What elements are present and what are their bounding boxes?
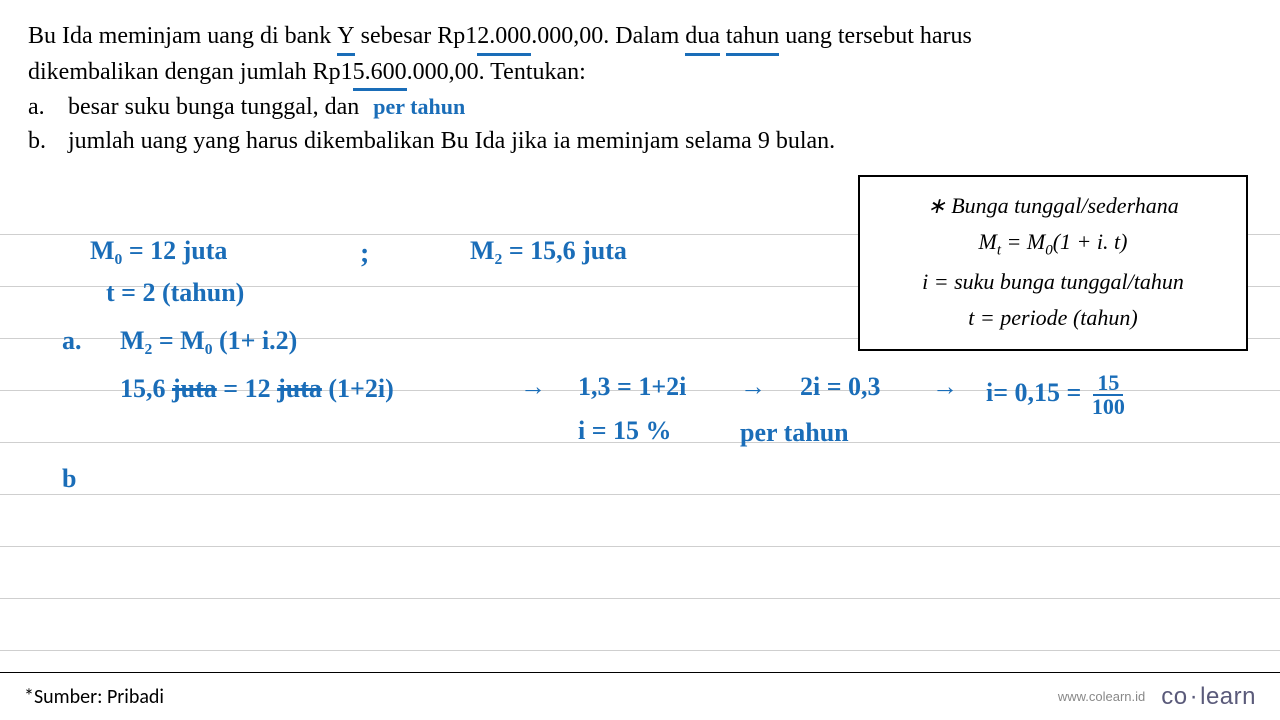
list-text-b: jumlah uang yang harus dikembalikan Bu I… — [68, 125, 1252, 159]
list-item-a: a. besar suku bunga tunggal, dan per tah… — [28, 91, 1252, 125]
hw-fraction: 15100 — [1088, 372, 1129, 418]
formula-eq3: t = periode (tahun) — [874, 301, 1232, 335]
underline-amount1: 2.000 — [477, 20, 531, 54]
hw-strike-juta-1: juta — [172, 374, 217, 403]
problem-list: a. besar suku bunga tunggal, dan per tah… — [28, 91, 1252, 158]
problem-text: Bu Ida meminjam uang di bank Y sebesar R… — [28, 20, 1252, 158]
ruled-line — [0, 650, 1280, 651]
hw-step1: 1,3 = 1+2i — [578, 372, 686, 402]
hw-step2: 2i = 0,3 — [800, 372, 881, 402]
formula-eq2: i = suku bunga tunggal/tahun — [874, 265, 1232, 299]
ruled-line — [0, 598, 1280, 599]
hw-step3: i= 0,15 = 15100 — [986, 372, 1129, 418]
underline-Y: Y — [337, 20, 354, 54]
footer-source: *Sumber: Pribadi — [24, 685, 164, 709]
underline-dua: dua — [685, 20, 720, 54]
hw-a-eq1: M₂ = M₀ (1+ i.2) — [120, 326, 297, 356]
hw-result-suffix: per tahun — [740, 418, 849, 448]
annotation-per-tahun: per tahun — [373, 94, 465, 119]
hw-strike-juta-2: juta — [277, 374, 322, 403]
underline-tahun: tahun — [726, 20, 779, 54]
formula-box: ∗ Bunga tunggal/sederhana Mt = M0(1 + i.… — [858, 175, 1248, 351]
hw-t: t = 2 (tahun) — [106, 278, 244, 308]
hw-arrow-1: → — [520, 372, 546, 402]
hw-arrow-3: → — [932, 372, 958, 402]
footer: *Sumber: Pribadi www.colearn.id co·learn — [0, 672, 1280, 720]
ruled-line — [0, 546, 1280, 547]
list-text-a: besar suku bunga tunggal, dan per tahun — [68, 91, 1252, 125]
problem-line-2: dikembalikan dengan jumlah Rp15.600.000,… — [28, 56, 1252, 90]
footer-logo: co·learn — [1161, 683, 1256, 711]
footer-right: www.colearn.id co·learn — [1058, 683, 1256, 711]
problem-line-1: Bu Ida meminjam uang di bank Y sebesar R… — [28, 20, 1252, 54]
underline-amount2: 5.600 — [353, 56, 407, 90]
text: dikembalikan dengan jumlah Rp1 — [28, 59, 353, 85]
hw-arrow-2: → — [740, 372, 766, 402]
text: besar suku bunga tunggal, dan — [68, 94, 359, 120]
hw-semicolon: ; — [360, 238, 369, 270]
text: uang tersebut harus — [779, 23, 972, 49]
text: sebesar Rp1 — [355, 23, 478, 49]
hw-a-label: a. — [62, 326, 82, 356]
ruled-line — [0, 494, 1280, 495]
list-item-b: b. jumlah uang yang harus dikembalikan B… — [28, 125, 1252, 159]
hw-b-label: b — [62, 464, 76, 494]
text: .000,00. Dalam — [531, 23, 685, 49]
formula-title: ∗ Bunga tunggal/sederhana — [874, 189, 1232, 223]
hw-a-eq2: 15,6 juta = 12 juta (1+2i) — [120, 374, 394, 404]
footer-url: www.colearn.id — [1058, 689, 1145, 704]
text: .000,00. Tentukan: — [407, 59, 586, 85]
list-letter-b: b. — [28, 125, 68, 159]
page-container: Bu Ida meminjam uang di bank Y sebesar R… — [0, 0, 1280, 720]
hw-result: i = 15 % — [578, 416, 672, 446]
text: Bu Ida meminjam uang di bank — [28, 23, 337, 49]
hw-m0: M₀ = 12 juta — [90, 236, 227, 266]
list-letter-a: a. — [28, 91, 68, 125]
formula-eq1: Mt = M0(1 + i. t) — [874, 225, 1232, 263]
hw-m2: M₂ = 15,6 juta — [470, 236, 627, 266]
